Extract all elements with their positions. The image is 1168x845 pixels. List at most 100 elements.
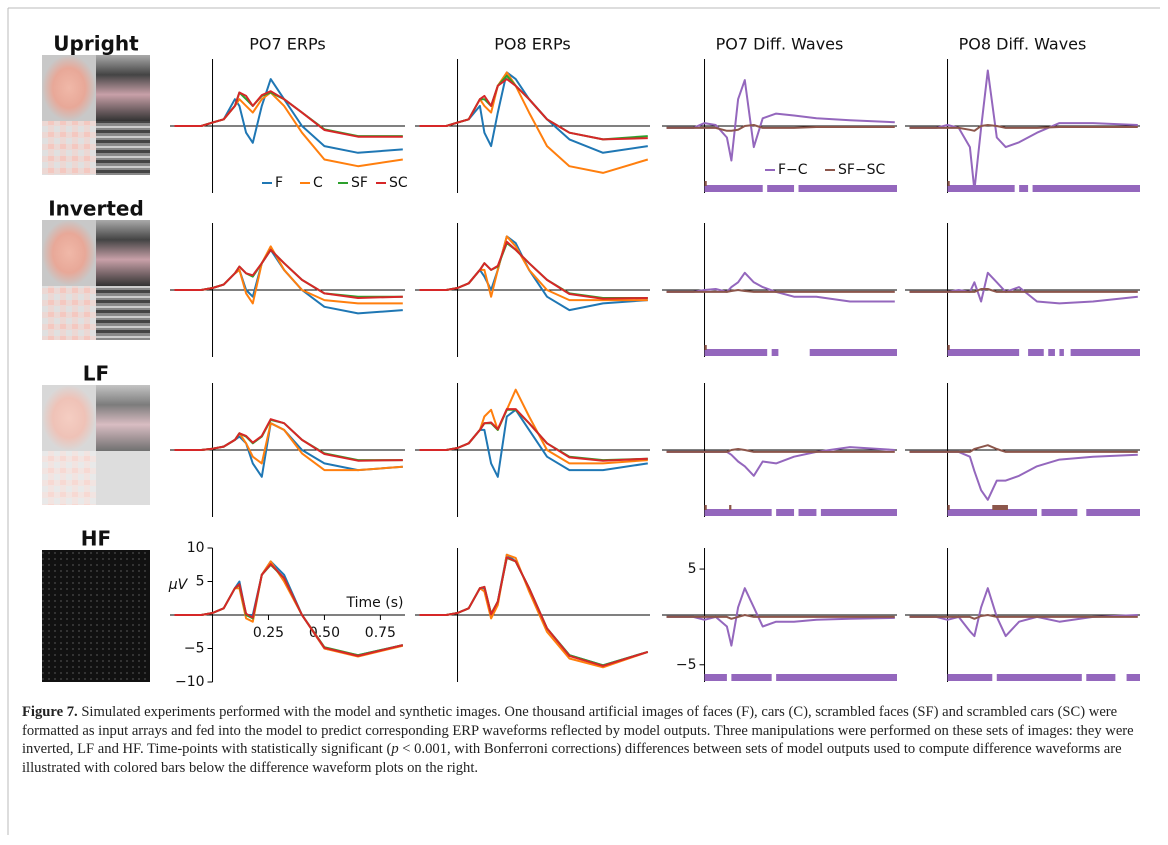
caption: Figure 7. Simulated experiments performe… <box>22 703 1147 777</box>
waveform <box>174 418 403 462</box>
panel-title: PO8 Diff. Waves <box>959 35 1087 54</box>
significance-bar <box>704 505 707 510</box>
row-label: LF <box>83 362 109 386</box>
waveform <box>666 448 895 453</box>
significance-bar <box>1048 349 1055 356</box>
caption-label: Figure 7. <box>22 704 78 720</box>
waveform <box>909 450 1138 501</box>
legend-label: F <box>275 175 283 191</box>
waveform <box>909 271 1138 305</box>
y-tick-label: −5 <box>184 641 205 657</box>
row-label: Upright <box>53 32 139 56</box>
row-label: HF <box>81 527 111 551</box>
significance-bar <box>704 509 772 516</box>
frame <box>7 7 1160 835</box>
waveform <box>909 444 1138 453</box>
significance-bar <box>704 345 707 350</box>
x-tick-label: 0.75 <box>365 625 396 641</box>
y-tick-label: 5 <box>196 574 205 590</box>
significance-bar <box>820 509 897 516</box>
panel-title: PO8 ERPs <box>494 35 570 54</box>
y-tick-label: −10 <box>175 674 205 690</box>
waveform <box>419 408 648 478</box>
waveform <box>419 557 649 667</box>
significance-bar <box>1032 185 1140 192</box>
x-axis-label: Time (s) <box>346 595 404 611</box>
waveform <box>419 71 648 154</box>
y-axis-label: μV <box>168 577 189 593</box>
y-tick-label: 5 <box>688 561 697 577</box>
significance-bar <box>1126 674 1140 681</box>
waveform <box>174 563 404 657</box>
caption-text: Simulated experiments performed with the… <box>22 704 1134 757</box>
significance-bar <box>1086 674 1116 681</box>
significance-bar <box>1028 349 1044 356</box>
significance-bar <box>798 509 817 516</box>
row-label: Inverted <box>48 197 144 221</box>
significance-bar <box>947 181 950 186</box>
significance-bar <box>771 349 779 356</box>
waveform <box>419 388 648 465</box>
waveform <box>174 90 403 138</box>
legend-label: SF−SC <box>838 162 886 178</box>
significance-bar <box>947 185 1015 192</box>
significance-bar <box>1070 349 1140 356</box>
significance-bar <box>704 181 707 186</box>
significance-bar <box>729 505 732 510</box>
significance-bar <box>947 509 1038 516</box>
waveform <box>909 587 1138 638</box>
waveform <box>666 289 895 293</box>
waveform <box>666 271 895 303</box>
significance-bar <box>1086 509 1140 516</box>
significance-bar <box>776 509 795 516</box>
waveform <box>909 124 1138 132</box>
panel-title: PO7 ERPs <box>249 35 325 54</box>
waveform <box>174 422 403 472</box>
waveform <box>419 556 649 667</box>
caption-text: < 0.001, with Bonferroni corrections) di… <box>22 741 1122 776</box>
waveform <box>419 71 649 174</box>
waveform <box>666 587 895 647</box>
waveform <box>419 74 648 141</box>
significance-bar <box>767 185 795 192</box>
significance-bar <box>704 185 763 192</box>
legend-label: SF <box>351 175 368 191</box>
panel-title: PO7 Diff. Waves <box>716 35 844 54</box>
waveform <box>909 288 1138 293</box>
legend-label: C <box>313 175 323 191</box>
significance-bar <box>996 674 1082 681</box>
waveform <box>419 553 649 669</box>
waveform <box>666 79 895 162</box>
waveform <box>666 614 895 620</box>
caption-p: p <box>391 741 399 757</box>
significance-bar <box>992 505 1008 510</box>
legend-label: F−C <box>778 162 808 178</box>
waveform <box>174 78 403 154</box>
significance-bar <box>809 349 897 356</box>
waveform <box>419 240 648 300</box>
significance-bar <box>704 674 727 681</box>
waveform <box>419 78 648 141</box>
significance-bar <box>947 674 993 681</box>
significance-bar <box>1041 509 1078 516</box>
significance-bar <box>731 674 772 681</box>
waveform <box>174 418 403 462</box>
y-tick-label: −5 <box>676 657 697 673</box>
thumbnails <box>42 55 150 682</box>
waveform <box>419 553 649 667</box>
significance-bar <box>947 349 1020 356</box>
significance-bar <box>947 345 950 350</box>
waveform <box>174 248 403 299</box>
significance-bar <box>704 349 768 356</box>
waveform <box>909 614 1138 620</box>
significance-bar <box>1019 185 1029 192</box>
waveform <box>666 124 895 132</box>
x-tick-label: 0.25 <box>253 625 284 641</box>
waveform <box>174 245 403 305</box>
significance-bar <box>798 185 897 192</box>
legend-label: SC <box>389 175 408 191</box>
waveform <box>909 69 1138 192</box>
significance-bar <box>947 505 950 510</box>
